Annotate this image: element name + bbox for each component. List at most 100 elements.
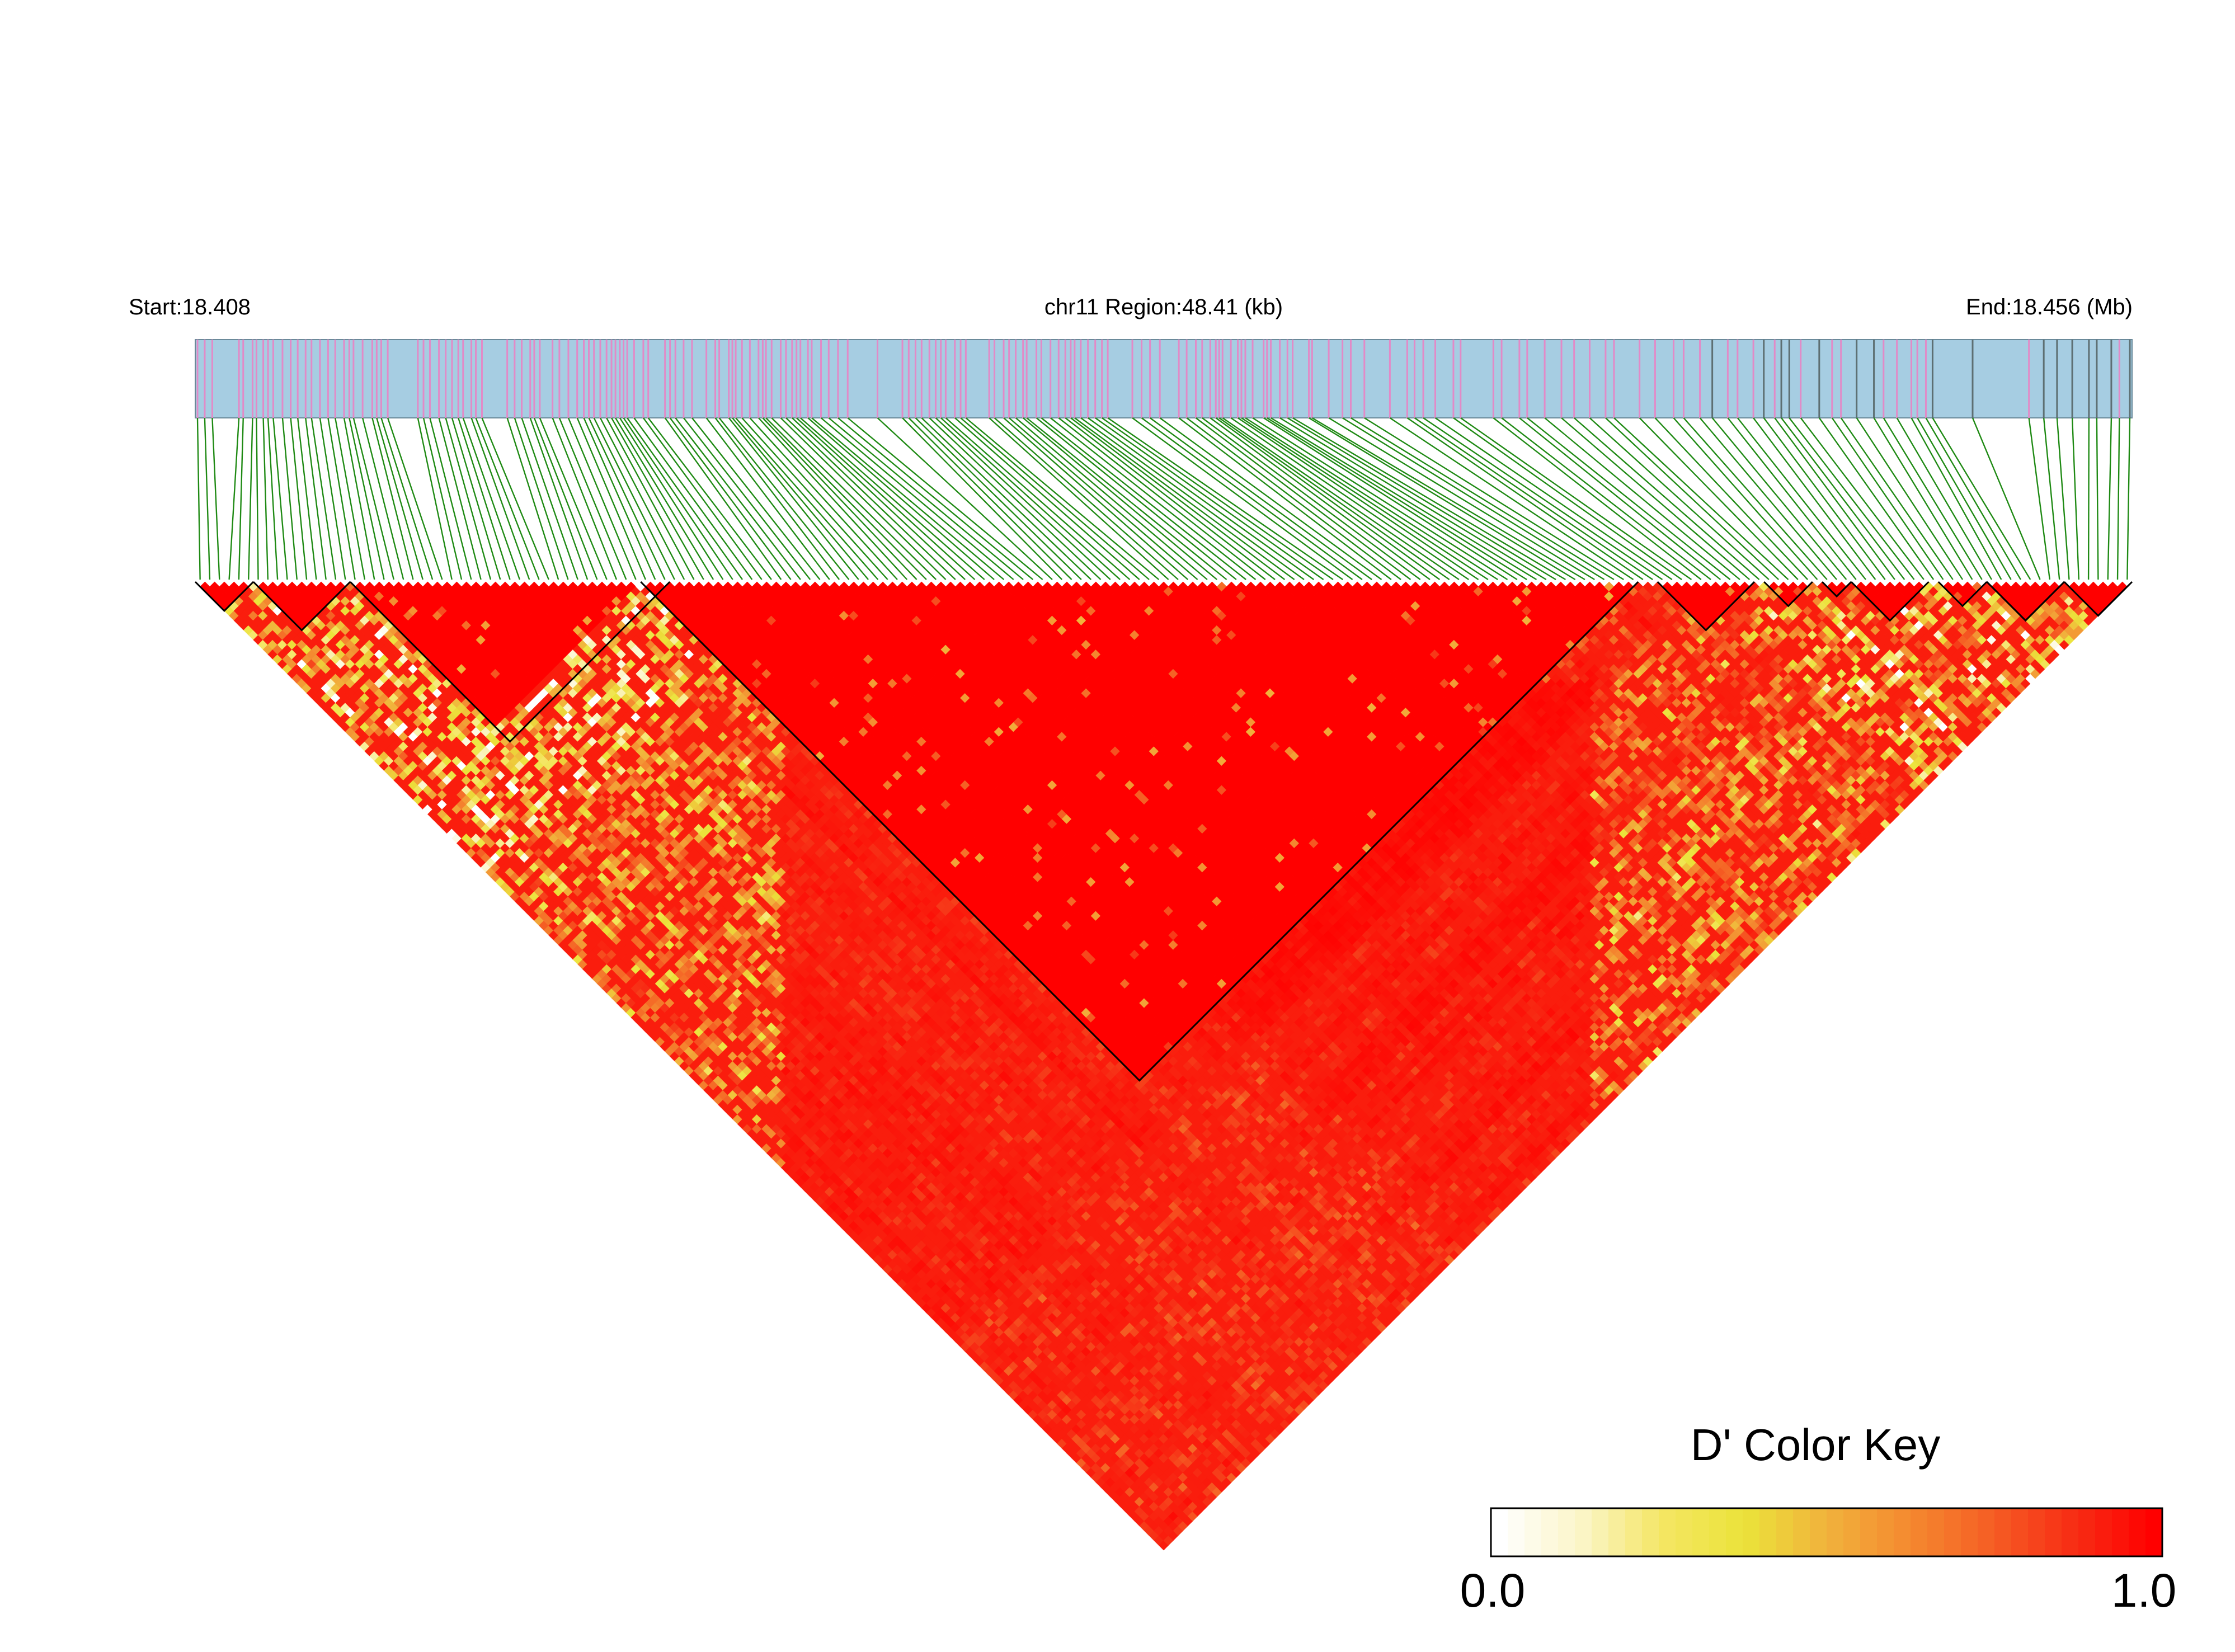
- snp-connector: [1308, 417, 1576, 581]
- snp-connector: [1003, 417, 1189, 580]
- snp-connector: [458, 417, 511, 580]
- snp-connector: [1245, 417, 1498, 581]
- snp-connector: [1222, 417, 1460, 580]
- snp-marks: [196, 340, 2131, 418]
- snp-connector: [762, 417, 917, 580]
- snp-connector: [623, 417, 733, 580]
- snp-connector: [2116, 417, 2120, 580]
- snp-connector: [1932, 417, 2031, 580]
- snp-connector: [664, 417, 782, 580]
- snp-connector: [521, 417, 578, 580]
- snp-connector: [1074, 417, 1295, 580]
- snp-connector: [1800, 417, 1925, 580]
- snp-connector: [1241, 417, 1489, 581]
- snp-connector: [1683, 417, 1828, 580]
- snp-connector: [349, 417, 385, 580]
- snp-connector: [429, 417, 472, 580]
- snp-connector: [1544, 417, 1740, 580]
- snp-connector: [380, 417, 434, 580]
- snp-connector: [387, 417, 443, 580]
- snp-connector: [2071, 417, 2079, 580]
- snp-connector: [272, 417, 288, 580]
- snp-connector: [438, 417, 482, 580]
- snp-connector: [1263, 417, 1518, 581]
- snp-connector: [780, 417, 947, 580]
- snp-connector: [765, 417, 927, 580]
- snp-connector: [256, 417, 259, 580]
- snp-connector: [954, 417, 1140, 580]
- snp-connector: [1763, 417, 1886, 580]
- snp-connector: [1036, 417, 1237, 580]
- snp-connector: [994, 417, 1179, 580]
- snp-connector: [1527, 417, 1731, 580]
- snp-connector: [1699, 417, 1837, 580]
- snp-connector: [1654, 417, 1808, 580]
- snp-connector: [675, 417, 801, 580]
- snp-connector: [1159, 417, 1382, 580]
- snp-connector: [248, 417, 253, 580]
- snp-connector: [1917, 417, 2012, 580]
- snp-connector: [422, 417, 463, 580]
- snp-connector: [514, 417, 569, 580]
- snp-connector: [361, 417, 404, 580]
- snp-connector: [267, 417, 279, 580]
- snp-connector: [1101, 417, 1334, 580]
- snp-connector: [929, 417, 1102, 580]
- snp-connector: [691, 417, 821, 580]
- snp-connector: [262, 417, 269, 580]
- snp-connector: [1737, 417, 1866, 580]
- snp-connector: [1896, 417, 1993, 580]
- snp-connector: [343, 417, 375, 580]
- snp-connector: [989, 417, 1169, 580]
- snp-connector: [1186, 417, 1401, 580]
- snp-connector: [599, 417, 685, 580]
- snp-connector: [1218, 417, 1450, 580]
- snp-connector: [1070, 417, 1286, 580]
- snp-connector: [683, 417, 811, 580]
- snp-connector: [705, 417, 830, 580]
- end-label: End:18.456 (Mb): [1966, 295, 2133, 319]
- snp-connector: [1573, 417, 1760, 580]
- snp-connector: [1087, 417, 1315, 580]
- snp-connector: [417, 417, 453, 580]
- snp-connector: [732, 417, 869, 580]
- snp-connector: [792, 417, 966, 580]
- snp-connector: [1639, 417, 1799, 580]
- snp-connector: [1774, 417, 1895, 580]
- snp-connector: [2056, 417, 2070, 580]
- snp-connector: [757, 417, 908, 580]
- snp-connector: [627, 417, 743, 580]
- snp-connector: [576, 417, 647, 580]
- snp-connector: [785, 417, 956, 580]
- snp-connector: [1026, 417, 1227, 580]
- snp-connector: [935, 417, 1111, 580]
- snp-connector: [1252, 417, 1508, 581]
- snp-connector: [1230, 417, 1469, 580]
- snp-connector: [1840, 417, 1954, 580]
- snp-connector: [1414, 417, 1653, 580]
- snp-connector: [1434, 417, 1673, 580]
- snp-connector: [1971, 417, 2041, 580]
- snp-connector: [1561, 417, 1751, 580]
- snp-connector: [1493, 417, 1702, 580]
- snp-connector: [290, 417, 308, 580]
- snp-connector: [771, 417, 937, 580]
- snp-connector: [319, 417, 346, 580]
- snp-connector: [1080, 417, 1305, 580]
- snp-connector: [481, 417, 549, 580]
- snp-connector: [1406, 417, 1644, 580]
- snp-connector: [211, 417, 220, 580]
- snp-connector: [1423, 417, 1663, 580]
- snp-connector: [1727, 417, 1857, 580]
- snp-connector: [1215, 417, 1441, 580]
- snp-connector: [807, 417, 995, 580]
- snp-connector: [204, 417, 211, 580]
- snp-connector: [820, 417, 1014, 580]
- snp-connector: [1210, 417, 1431, 580]
- snp-connector: [327, 417, 356, 580]
- snp-connector: [1883, 417, 1983, 580]
- snp-connector: [619, 417, 724, 580]
- snp-connector: [1178, 417, 1392, 580]
- snp-connector: [2096, 417, 2099, 580]
